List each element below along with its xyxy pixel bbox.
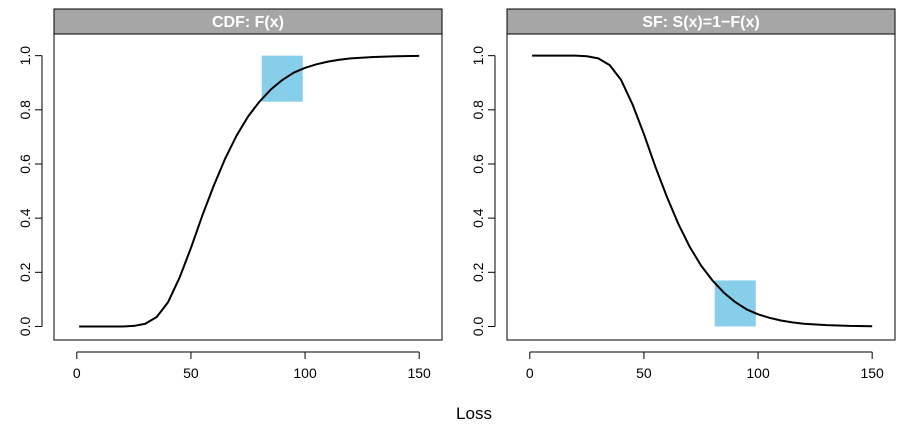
- sf-strip: [506, 8, 896, 35]
- cdf-y-tick-label: 1.0: [17, 46, 33, 66]
- sf-y-tick-label: 0.6: [470, 154, 486, 174]
- cdf-x-tick-label: 150: [407, 365, 431, 381]
- sf-y-tick-label: 0.0: [470, 317, 486, 337]
- cdf-x-tick-label: 50: [183, 365, 199, 381]
- sf-title: SF: S(x)=1−F(x): [642, 14, 759, 31]
- sf-marks: 0 50 100 150 0.0 0.2 0.4 0.6 0.8 1.0: [470, 46, 884, 381]
- cdf-x-tick-label: 100: [293, 365, 317, 381]
- cdf-marks: 0 50 100 150 0.0 0.2 0.4 0.6 0.8 1.0: [17, 46, 431, 381]
- sf-x-tick-label: 0: [526, 365, 534, 381]
- sf-panel: SF: S(x)=1−F(x) 0 50 100 150 0.0 0.2 0.4 0.6 0.8…: [470, 8, 896, 381]
- cdf-x-tick-label: 0: [73, 365, 81, 381]
- sf-x-tick-label: 100: [746, 365, 770, 381]
- sf-highlight-region: [714, 280, 756, 327]
- cdf-strip: [53, 8, 443, 35]
- sf-x-tick-label: 150: [860, 365, 884, 381]
- cdf-title: CDF: F(x): [212, 14, 284, 31]
- cdf-y-tick-label: 0.8: [17, 100, 33, 120]
- sf-y-tick-label: 0.8: [470, 100, 486, 120]
- sf-y-tick-label: 1.0: [470, 46, 486, 66]
- cdf-curve-line: [79, 54, 420, 328]
- cdf-y-tick-label: 0.6: [17, 154, 33, 174]
- sf-plot-frame: [506, 33, 896, 341]
- sf-y-tick-label: 0.2: [470, 262, 486, 282]
- cdf-y-tick-label: 0.4: [17, 208, 33, 228]
- cdf-plot-frame: [53, 33, 443, 341]
- sf-curve-line: [532, 54, 873, 328]
- sf-x-tick-label: 50: [636, 365, 652, 381]
- cdf-panel: CDF: F(x) 0 50 100 150 0.0 0.2 0.4 0.6 0.8 1.0: [17, 8, 443, 381]
- cdf-y-tick-label: 0.0: [17, 317, 33, 337]
- x-axis-label: Loss: [456, 404, 492, 423]
- sf-y-tick-label: 0.4: [470, 208, 486, 228]
- cdf-highlight-region: [261, 55, 303, 102]
- cdf-y-tick-label: 0.2: [17, 262, 33, 282]
